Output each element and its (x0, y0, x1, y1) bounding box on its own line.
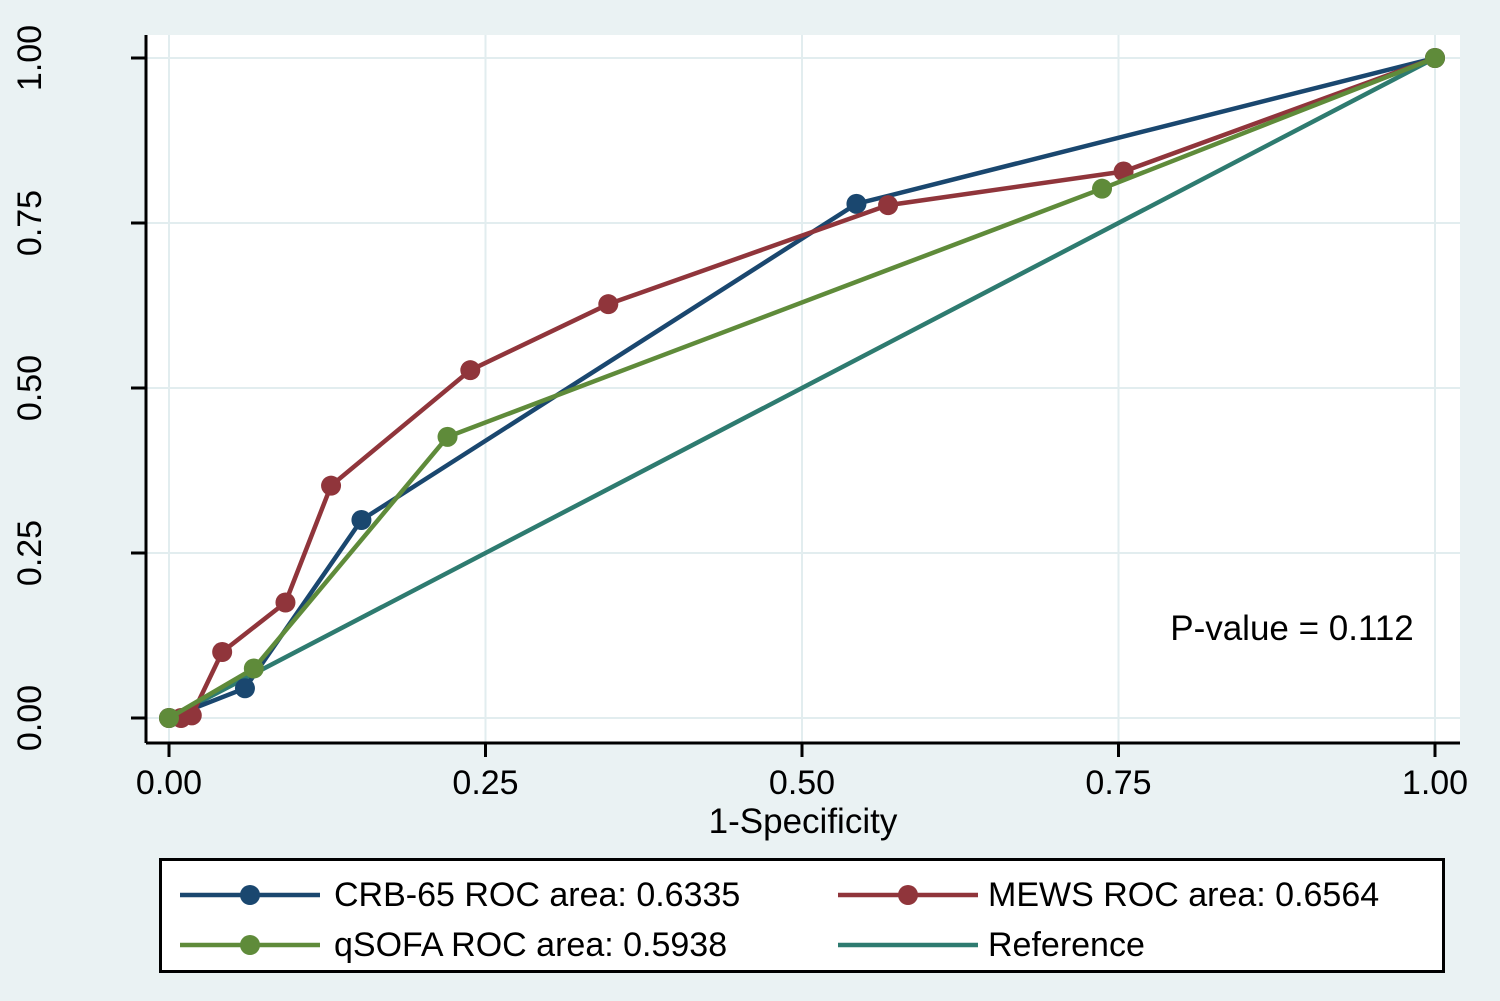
y-tick-label-0.00: 0.00 (11, 684, 49, 752)
y-tick-label-0.50: 0.50 (11, 354, 49, 422)
data-point-marker-mews (181, 705, 202, 726)
data-point-marker-mews (598, 294, 619, 315)
legend-swatch-reference (838, 942, 978, 948)
y-tick-label-0.25: 0.25 (11, 519, 49, 587)
legend-swatch-crb65 (180, 885, 320, 905)
x-tick-label-0.75: 0.75 (1085, 764, 1152, 802)
data-point-marker-mews (321, 475, 342, 496)
legend-marker-dot (240, 885, 260, 905)
data-point-marker-crb65 (234, 678, 255, 699)
legend-swatch-qsofa (180, 935, 320, 955)
p-value-annotation: P-value = 0.112 (1170, 609, 1414, 648)
data-point-marker-mews (212, 642, 233, 662)
legend-marker-dot (898, 885, 918, 905)
roc-curve-reference (166, 55, 1438, 721)
x-tick-label-0.50: 0.50 (768, 764, 836, 802)
x-tick-label-0.25: 0.25 (452, 764, 519, 802)
legend-label-reference: Reference (988, 926, 1145, 964)
legend-label-qsofa: qSOFA ROC area: 0.5938 (334, 926, 728, 964)
legend-marker-dot (240, 935, 260, 955)
legend: CRB-65 ROC area: 0.6335 MEWS ROC area: 0.… (159, 858, 1445, 973)
data-point-marker-qsofa (437, 426, 458, 447)
data-point-marker-qsofa (159, 708, 179, 728)
data-point-marker-mews (275, 592, 296, 613)
data-point-marker-mews (878, 195, 899, 216)
x-axis-title: 1-Specificity (708, 802, 898, 841)
data-point-marker-crb65 (846, 193, 867, 214)
data-point-marker-qsofa (1425, 48, 1445, 68)
data-point-marker-qsofa (243, 658, 264, 679)
legend-label-mews: MEWS ROC area: 0.6564 (988, 876, 1380, 914)
x-tick-label-1.00: 1.00 (1401, 764, 1469, 802)
data-point-marker-qsofa (1092, 178, 1113, 199)
y-tick-label-1.00: 1.00 (11, 24, 49, 92)
legend-swatch-mews (838, 885, 978, 905)
data-point-marker-mews (460, 360, 481, 381)
x-tick-label-0.00: 0.00 (135, 764, 203, 802)
legend-label-crb65: CRB-65 ROC area: 0.6335 (334, 876, 741, 914)
data-point-marker-crb65 (351, 510, 372, 530)
y-tick-label-0.75: 0.75 (11, 189, 49, 257)
